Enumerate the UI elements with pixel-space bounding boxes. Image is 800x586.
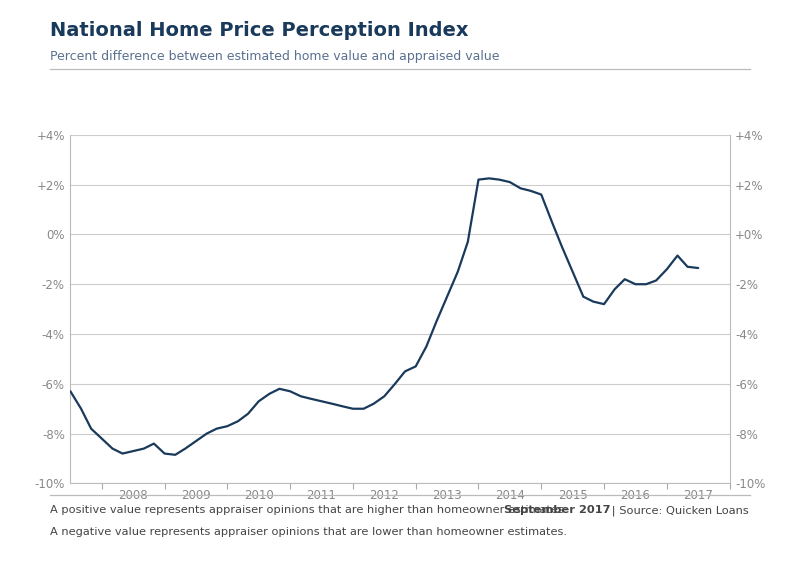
- Text: National Home Price Perception Index: National Home Price Perception Index: [50, 21, 468, 39]
- Text: A positive value represents appraiser opinions that are higher than homeowner es: A positive value represents appraiser op…: [50, 505, 567, 515]
- Text: | Source: Quicken Loans: | Source: Quicken Loans: [608, 505, 749, 516]
- Text: September 2017: September 2017: [504, 505, 610, 515]
- Text: Percent difference between estimated home value and appraised value: Percent difference between estimated hom…: [50, 50, 499, 63]
- Text: A negative value represents appraiser opinions that are lower than homeowner est: A negative value represents appraiser op…: [50, 527, 566, 537]
